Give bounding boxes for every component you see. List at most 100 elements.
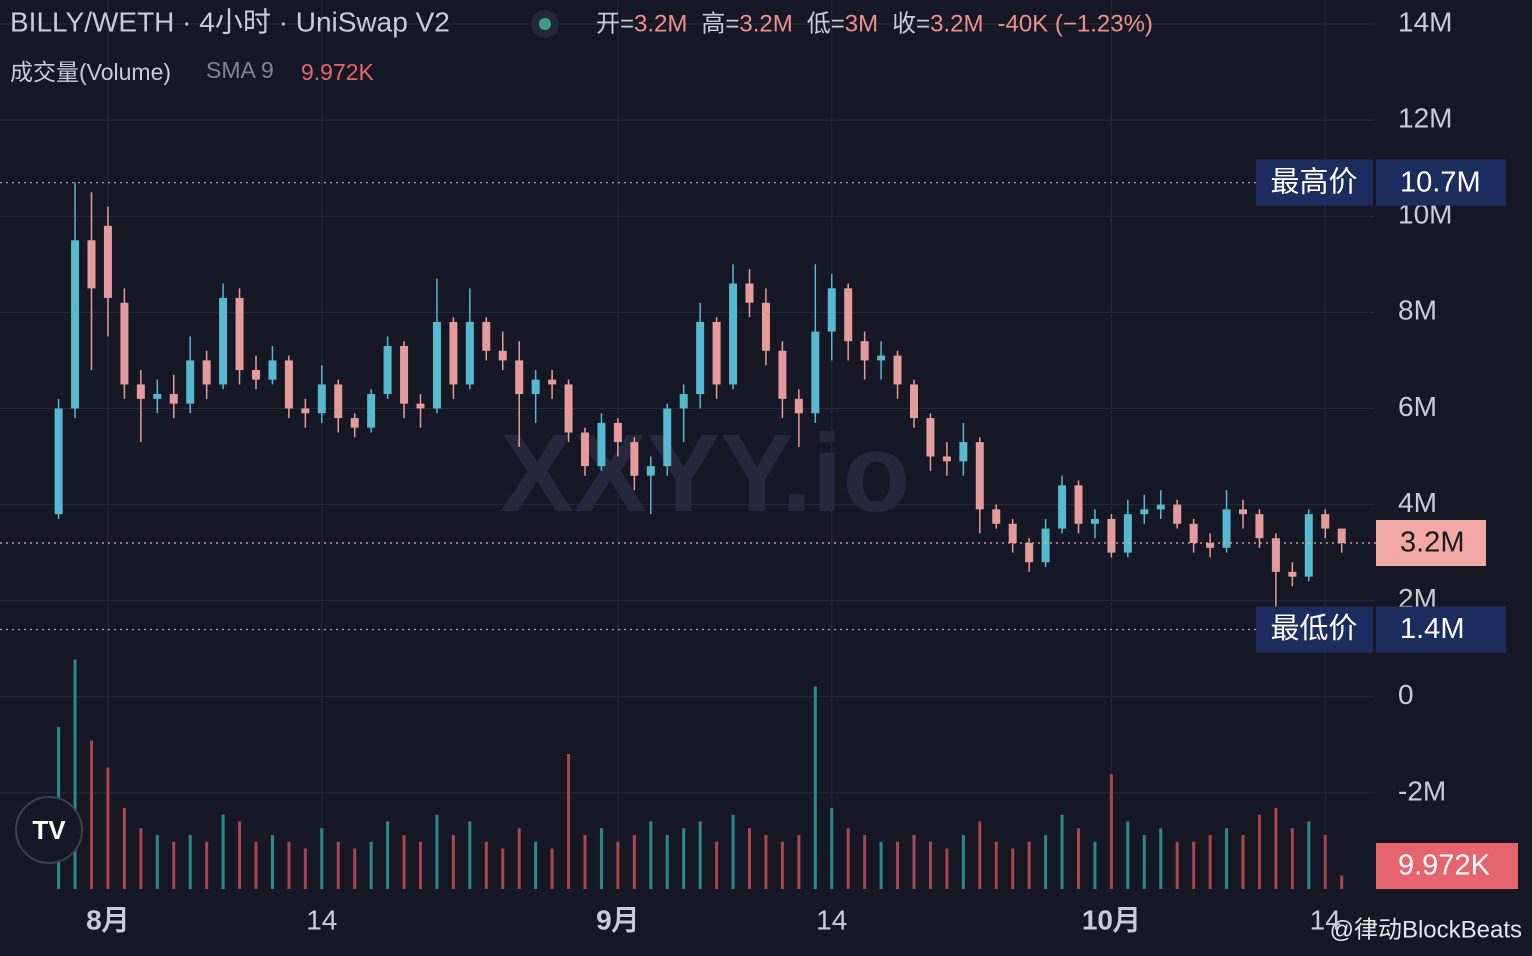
volume-bar <box>599 828 603 889</box>
y-tick-label: 8M <box>1398 295 1437 326</box>
y-tick-label: 12M <box>1398 103 1452 134</box>
volume-bar <box>1093 841 1097 889</box>
volume-bar <box>451 835 455 889</box>
logo-mark: TV <box>32 815 66 845</box>
volume-bar <box>830 808 834 889</box>
candle-body <box>1107 518 1116 553</box>
candle-body <box>1173 504 1182 524</box>
credit: @律动BlockBeats <box>1330 916 1522 943</box>
candle-body <box>975 442 984 510</box>
last-volume-box <box>1376 843 1518 889</box>
marker-value: 10.7M <box>1400 166 1481 198</box>
volume-bar <box>287 841 291 889</box>
volume-bar <box>879 841 883 889</box>
candle-body <box>87 240 96 289</box>
volume-bar <box>303 848 307 889</box>
volume-bar <box>1307 821 1311 889</box>
y-tick-label: 6M <box>1398 391 1437 422</box>
ohlc-value: 3.2M <box>739 10 792 37</box>
candle-body <box>153 394 162 399</box>
volume-bar <box>386 821 390 889</box>
x-tick-label: 14 <box>816 904 847 935</box>
candle-body <box>71 240 80 409</box>
volume-bar <box>896 841 900 889</box>
volume-bar <box>270 835 274 889</box>
candle-body <box>301 408 310 414</box>
candle-body <box>219 297 228 385</box>
candle-body <box>893 355 902 385</box>
volume-bar <box>254 841 258 889</box>
ohlc-label: 开= <box>596 10 634 37</box>
candle-body <box>827 288 836 332</box>
volume-bar <box>813 686 817 889</box>
candle-body <box>202 360 211 385</box>
candle-body <box>186 360 195 404</box>
status-dot <box>539 18 551 30</box>
grid <box>0 0 1375 889</box>
volume-bar <box>1011 848 1015 889</box>
volume-bar <box>1109 774 1113 889</box>
volume-bar <box>1142 835 1146 889</box>
candle-body <box>367 394 376 428</box>
volume-bar <box>534 841 538 889</box>
change: -40K (−1.23%) <box>997 10 1152 37</box>
volume-bar <box>320 828 324 889</box>
volume-bar <box>945 848 949 889</box>
volume-bar <box>715 841 719 889</box>
candle-body <box>334 384 343 419</box>
candle-body <box>1255 514 1264 539</box>
volume-bar <box>501 848 505 889</box>
candle-body <box>613 422 622 443</box>
ohlc-value: 3M <box>845 10 878 37</box>
candle-body <box>811 331 820 414</box>
volume-bar <box>698 821 702 889</box>
candle-body <box>1123 514 1132 553</box>
candle-body <box>992 509 1001 524</box>
candle-body <box>564 384 573 433</box>
candle-body <box>1090 518 1099 524</box>
x-tick-label: 14 <box>306 904 337 935</box>
volume-bar <box>665 835 669 889</box>
candle-body <box>498 350 507 361</box>
logo[interactable] <box>15 796 83 864</box>
volume-bar <box>106 767 110 889</box>
candle-body <box>1058 485 1067 529</box>
volume-bar <box>1208 835 1212 889</box>
y-tick-label: 0 <box>1398 679 1414 710</box>
ohlc-label: 收= <box>892 10 930 37</box>
marker-name-box <box>1256 606 1373 653</box>
volume-bar <box>978 821 982 889</box>
candle-body <box>745 283 754 303</box>
candle-body <box>794 398 803 414</box>
volume-bar <box>567 754 571 889</box>
marker-name-box <box>1256 159 1373 206</box>
candle-body <box>844 288 853 342</box>
volume-bar <box>1027 841 1031 889</box>
volume-bar <box>961 835 965 889</box>
volume-bar <box>583 835 587 889</box>
candle-body <box>1304 514 1313 577</box>
volume-bar <box>353 848 357 889</box>
volume-bar <box>238 821 242 889</box>
x-tick-label: 8月 <box>86 904 130 935</box>
candle-body <box>432 321 441 409</box>
volume-bar <box>155 835 159 889</box>
candle-body <box>1025 543 1034 563</box>
candle-body <box>120 302 129 385</box>
watermark: XXYY.io <box>500 412 910 535</box>
candle-body <box>1321 514 1330 529</box>
candle-body <box>646 466 655 476</box>
volume-bar <box>1323 835 1327 889</box>
candle-body <box>548 379 557 385</box>
volume-bar <box>1274 808 1278 889</box>
chart-title: BILLY/WETH · 4小时 · UniSwap V2 <box>10 6 450 37</box>
volume-name: 成交量(Volume) <box>10 59 171 85</box>
volume-bar <box>517 828 521 889</box>
volume-bar <box>912 835 916 889</box>
marker-value: 1.4M <box>1400 613 1464 645</box>
last-price-label: 3.2M <box>1400 527 1464 559</box>
volume-bar <box>90 740 93 889</box>
candle-body <box>959 442 968 462</box>
y-tick-label: -2M <box>1398 775 1446 806</box>
